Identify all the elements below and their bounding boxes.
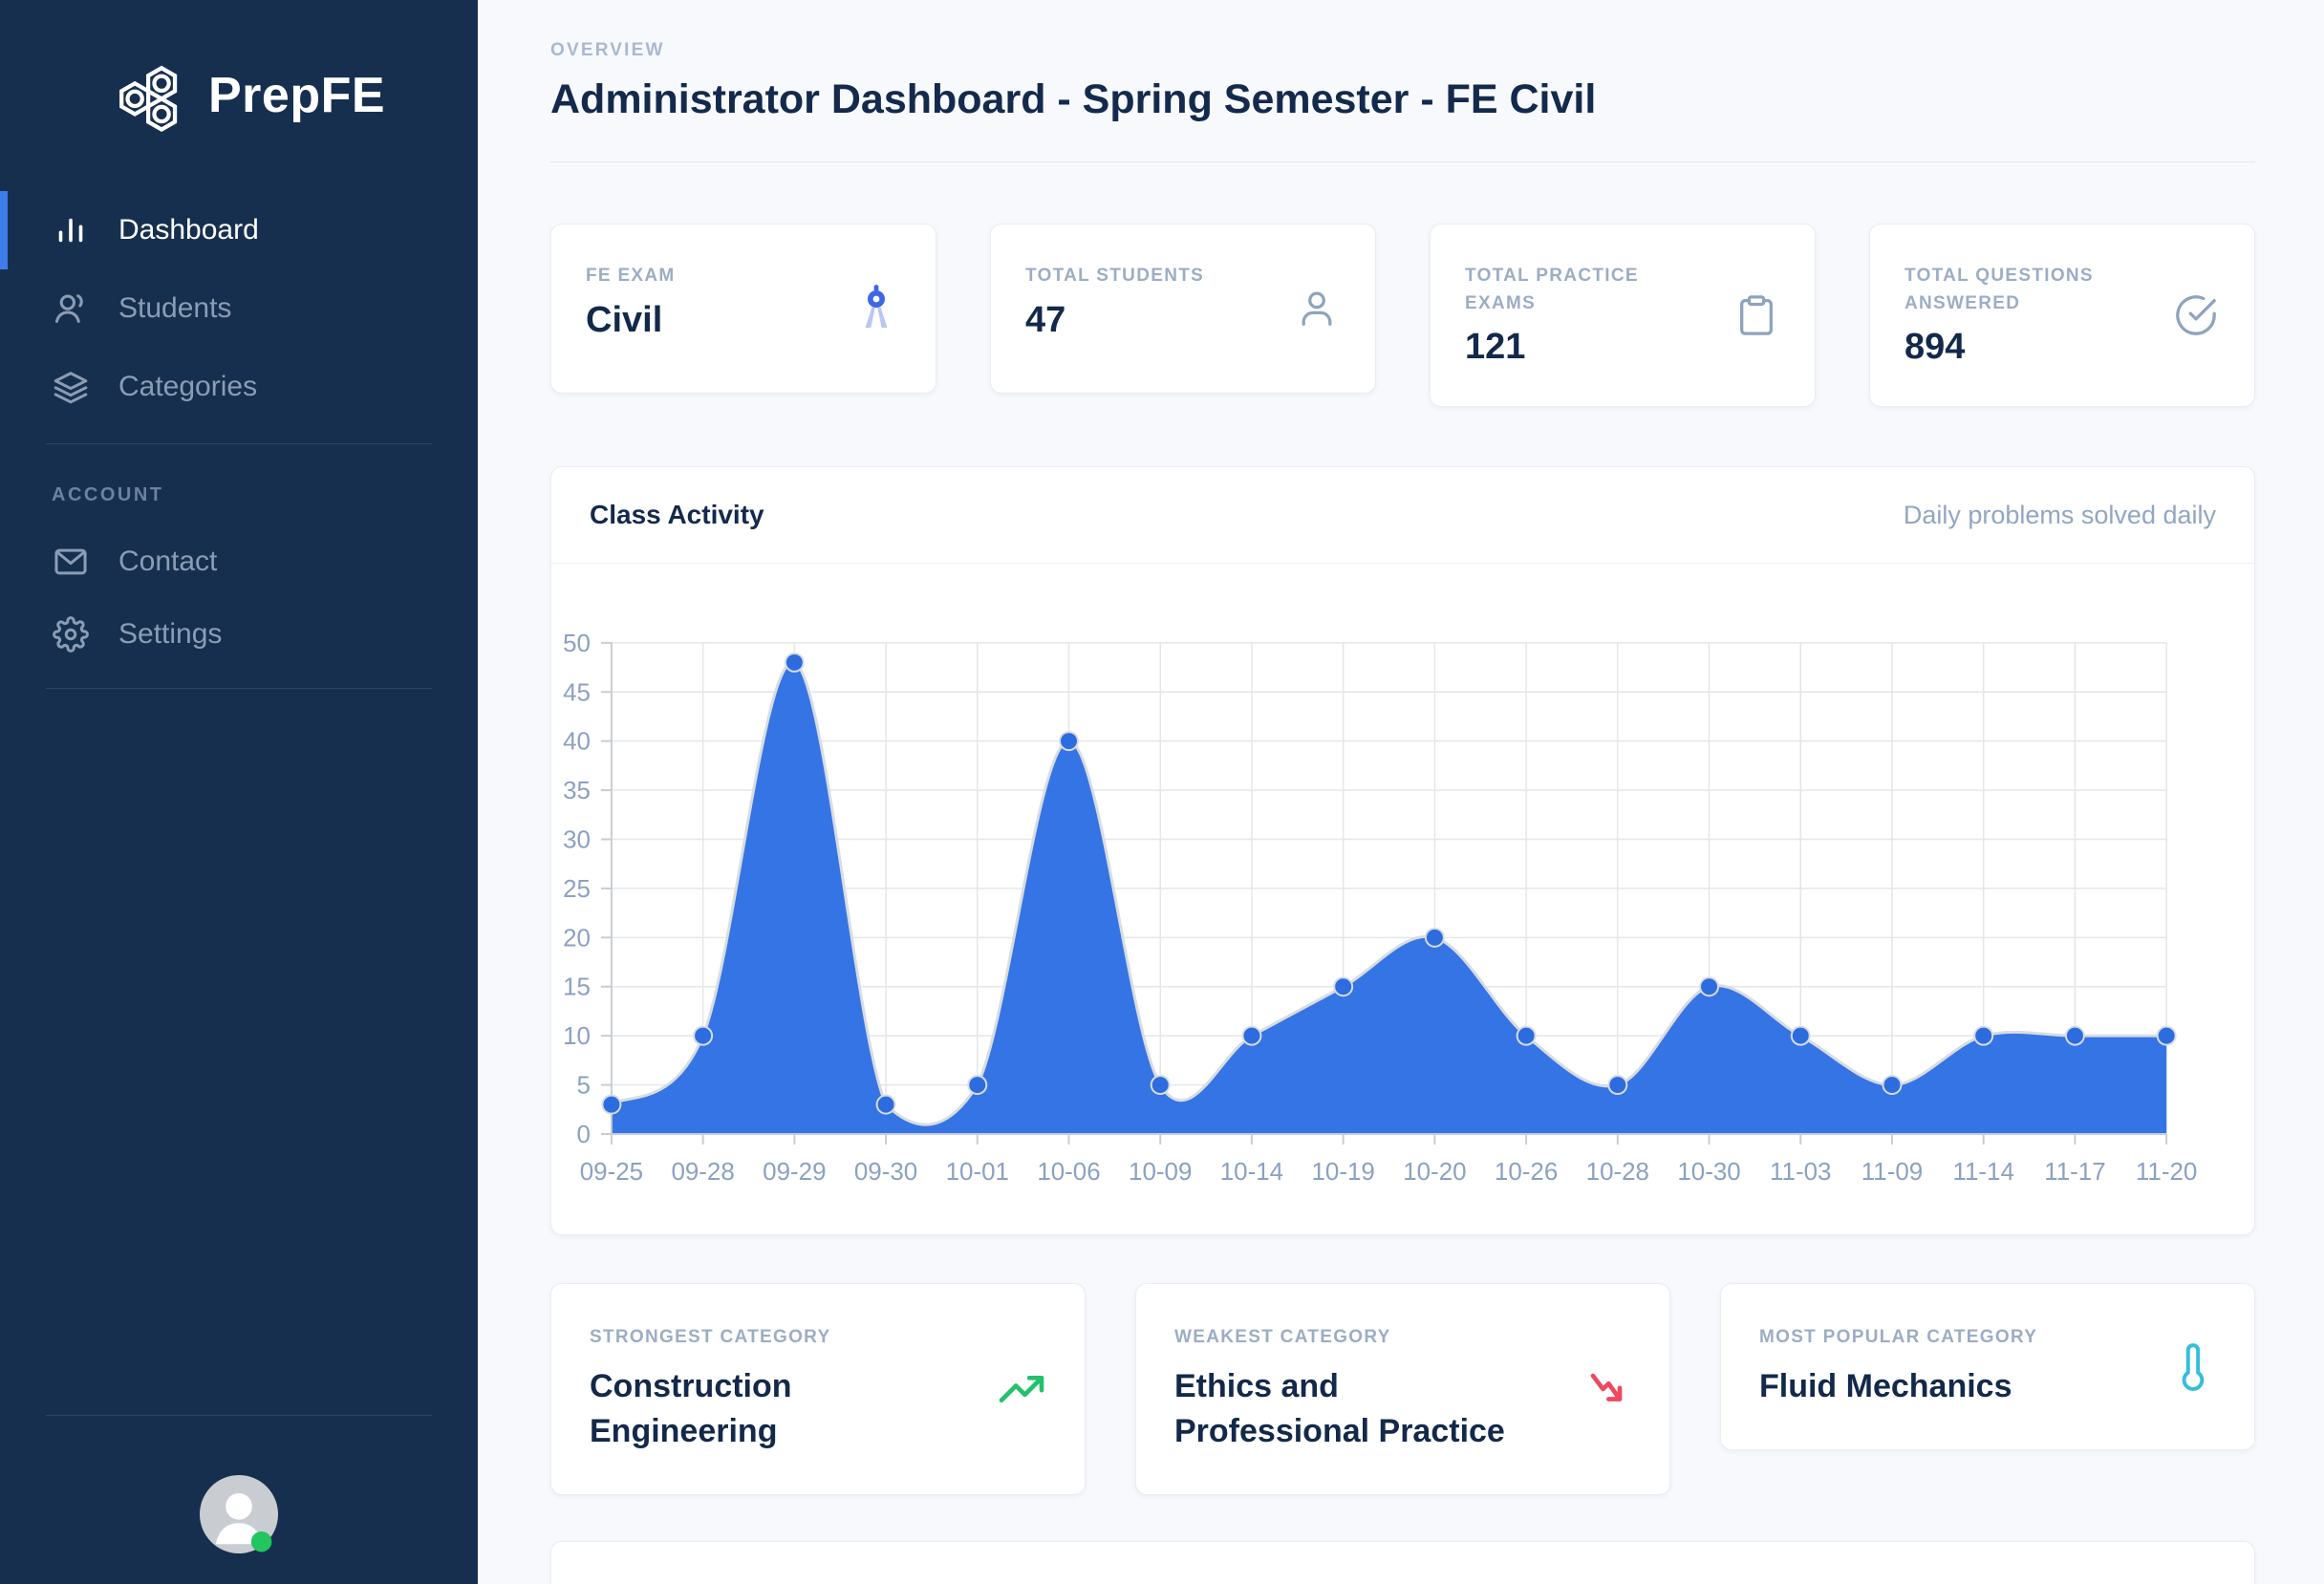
- svg-text:11-14: 11-14: [1952, 1159, 2013, 1186]
- sidebar-item-contact[interactable]: Contact: [0, 525, 478, 598]
- stat-label: TOTAL STUDENTS: [1025, 266, 1205, 286]
- svg-text:10-30: 10-30: [1677, 1159, 1740, 1186]
- svg-text:20: 20: [563, 925, 591, 952]
- sidebar-divider: [46, 688, 432, 689]
- svg-text:11-20: 11-20: [2136, 1159, 2197, 1186]
- header-divider: [550, 161, 2255, 162]
- svg-text:10-28: 10-28: [1586, 1159, 1649, 1186]
- user-icon: [1295, 287, 1339, 331]
- layers-icon: [52, 369, 90, 405]
- svg-text:5: 5: [577, 1073, 591, 1100]
- prepfe-logo-icon: [107, 54, 185, 138]
- strongest-category-card: STRONGEST CATEGORY Construction Engineer…: [550, 1282, 1086, 1496]
- svg-text:10-26: 10-26: [1495, 1159, 1558, 1186]
- page-title: Administrator Dashboard - Spring Semeste…: [550, 76, 1597, 122]
- bar-chart-icon: [52, 213, 90, 247]
- class-activity-chart[interactable]: 0 5 10 15 20 25 30 35 40 45 50 09-25 09-28 09-29 09-30…: [551, 564, 2254, 1234]
- svg-text:11-03: 11-03: [1770, 1159, 1831, 1186]
- svg-text:10-20: 10-20: [1403, 1159, 1466, 1186]
- compass-icon: [853, 284, 899, 333]
- svg-text:09-28: 09-28: [671, 1159, 734, 1186]
- category-label: STRONGEST CATEGORY: [590, 1326, 831, 1347]
- mail-icon: [52, 544, 90, 580]
- brand[interactable]: PrepFE: [0, 0, 478, 138]
- trending-down-icon: [1580, 1362, 1633, 1416]
- stat-label: TOTAL QUESTIONS ANSWERED: [1904, 266, 2094, 313]
- svg-text:40: 40: [563, 729, 591, 756]
- sidebar-item-students[interactable]: Students: [0, 269, 478, 348]
- stats-row: FE EXAM Civil TOTAL STUDENTS 47: [550, 224, 2255, 407]
- svg-text:10-14: 10-14: [1220, 1159, 1283, 1186]
- stat-card-total-questions-answered: TOTAL QUESTIONS ANSWERED 894: [1869, 224, 2255, 407]
- svg-text:09-29: 09-29: [763, 1159, 826, 1186]
- svg-text:25: 25: [563, 876, 591, 903]
- chart-subtitle: Daily problems solved daily: [1903, 500, 2216, 529]
- thermometer-icon: [2170, 1342, 2218, 1391]
- stat-value: Civil: [586, 299, 663, 340]
- sidebar-item-label: Settings: [118, 618, 223, 650]
- category-value: Ethics and Professional Practice: [1174, 1368, 1505, 1450]
- breadcrumb-eyebrow: OVERVIEW: [550, 40, 665, 60]
- category-label: MOST POPULAR CATEGORY: [1759, 1326, 2038, 1347]
- svg-text:15: 15: [563, 974, 591, 1001]
- svg-text:45: 45: [563, 679, 591, 706]
- sidebar-item-label: Dashboard: [118, 214, 259, 246]
- main-content: OVERVIEW Administrator Dashboard - Sprin…: [478, 0, 2324, 1584]
- gear-icon: [52, 616, 90, 653]
- svg-text:10: 10: [563, 1023, 591, 1050]
- sidebar-item-dashboard[interactable]: Dashboard: [0, 191, 478, 269]
- avatar[interactable]: [200, 1475, 278, 1553]
- sidebar-item-label: Categories: [118, 371, 258, 402]
- next-card-partial: [550, 1541, 2255, 1584]
- sidebar-item-categories[interactable]: Categories: [0, 348, 478, 426]
- weakest-category-card: WEAKEST CATEGORY Ethics and Professional…: [1135, 1282, 1670, 1496]
- sidebar-item-label: Students: [118, 292, 232, 324]
- category-value: Fluid Mechanics: [1759, 1368, 2012, 1405]
- svg-text:09-25: 09-25: [580, 1159, 643, 1186]
- trending-up-icon: [995, 1362, 1048, 1416]
- sidebar: PrepFE Dashboard Students: [0, 0, 478, 1584]
- online-status-dot: [250, 1530, 272, 1552]
- stat-label: FE EXAM: [586, 266, 676, 286]
- svg-text:10-01: 10-01: [946, 1159, 1009, 1186]
- stat-value: 121: [1465, 327, 1526, 367]
- svg-text:35: 35: [563, 778, 591, 804]
- class-activity-card: Class Activity Daily problems solved dai…: [550, 466, 2255, 1235]
- stat-value: 894: [1904, 327, 1966, 367]
- users-icon: [52, 290, 90, 327]
- svg-text:11-17: 11-17: [2044, 1159, 2105, 1186]
- sidebar-divider: [46, 443, 432, 444]
- svg-text:30: 30: [563, 826, 591, 853]
- check-circle-icon: [2174, 293, 2218, 337]
- sidebar-item-label: Contact: [118, 546, 218, 577]
- svg-text:50: 50: [563, 631, 591, 657]
- primary-nav: Dashboard Students Categories: [0, 191, 478, 426]
- category-value: Construction Engineering: [590, 1368, 792, 1450]
- category-label: WEAKEST CATEGORY: [1174, 1326, 1391, 1347]
- svg-text:10-19: 10-19: [1311, 1159, 1374, 1186]
- svg-text:11-09: 11-09: [1861, 1159, 1923, 1186]
- stat-label: TOTAL PRACTICE EXAMS: [1465, 266, 1639, 313]
- svg-text:09-30: 09-30: [854, 1159, 917, 1186]
- svg-text:0: 0: [577, 1122, 591, 1148]
- chart-title: Class Activity: [590, 500, 764, 529]
- account-nav: Contact Settings: [0, 525, 478, 671]
- stat-card-total-students: TOTAL STUDENTS 47: [990, 224, 1376, 394]
- stat-card-total-practice-exams: TOTAL PRACTICE EXAMS 121: [1430, 224, 1816, 407]
- stat-card-fe-exam: FE EXAM Civil: [550, 224, 936, 394]
- stat-value: 47: [1025, 299, 1066, 340]
- clipboard-icon: [1734, 293, 1778, 337]
- brand-name: PrepFE: [208, 68, 386, 123]
- most-popular-category-card: MOST POPULAR CATEGORY Fluid Mechanics: [1720, 1282, 2255, 1451]
- avatar-block: [46, 1415, 432, 1584]
- chart-header: Class Activity Daily problems solved dai…: [551, 467, 2254, 564]
- sidebar-section-account: ACCOUNT: [52, 484, 164, 505]
- category-cards-row: STRONGEST CATEGORY Construction Engineer…: [550, 1282, 2255, 1496]
- svg-text:10-09: 10-09: [1129, 1159, 1192, 1186]
- svg-text:10-06: 10-06: [1037, 1159, 1100, 1186]
- sidebar-item-settings[interactable]: Settings: [0, 598, 478, 671]
